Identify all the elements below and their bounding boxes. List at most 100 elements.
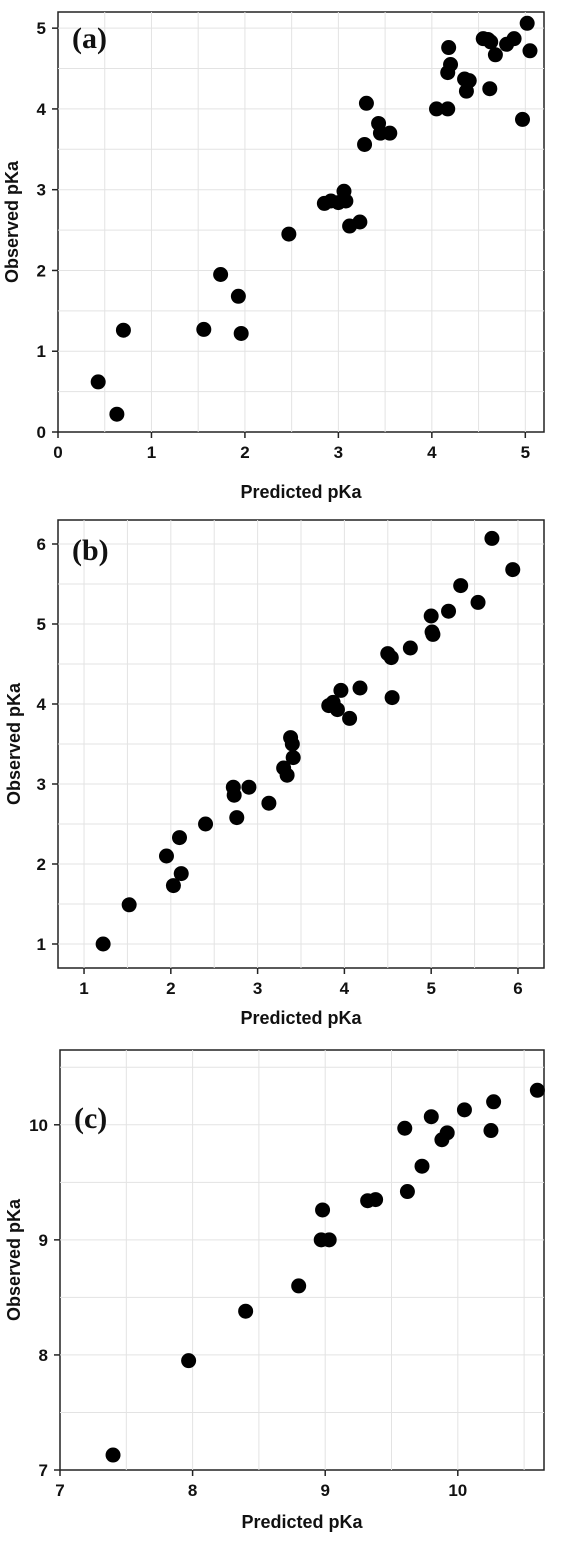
data-point xyxy=(165,878,181,894)
x-axis-label-a: Predicted pKa xyxy=(240,482,362,502)
data-point xyxy=(213,267,229,282)
data-point xyxy=(230,288,246,304)
panel-label-b: (b) xyxy=(72,534,109,567)
data-point xyxy=(383,650,399,666)
data-point xyxy=(321,1232,337,1248)
data-point xyxy=(483,1123,499,1139)
x-tick-label: 2 xyxy=(166,979,175,998)
x-axis-label-b: Predicted pKa xyxy=(240,1008,362,1028)
data-point xyxy=(158,848,174,864)
data-point xyxy=(279,767,295,783)
grid-a xyxy=(58,12,544,432)
data-point xyxy=(425,626,441,642)
data-point xyxy=(285,750,301,766)
data-point xyxy=(172,830,187,846)
x-tick-label: 4 xyxy=(340,979,350,998)
data-point xyxy=(443,57,459,72)
data-point xyxy=(181,1353,197,1369)
data-point xyxy=(441,603,457,619)
y-tick-label: 4 xyxy=(37,100,47,119)
data-point xyxy=(233,325,249,341)
y-tick-label: 7 xyxy=(39,1461,48,1480)
data-point xyxy=(423,608,439,624)
x-axis-label-c: Predicted pKa xyxy=(241,1512,363,1532)
y-tick-label: 5 xyxy=(37,19,46,38)
data-points-b xyxy=(95,530,521,952)
data-point xyxy=(109,406,125,422)
y-axis-label-b: Observed pKa xyxy=(4,682,24,805)
data-points-a xyxy=(90,15,538,422)
y-tick-label: 1 xyxy=(37,935,46,954)
data-point xyxy=(90,374,106,390)
data-point xyxy=(329,702,345,718)
x-tick-label: 6 xyxy=(513,979,522,998)
plot-frame-a xyxy=(57,11,545,433)
y-axis-label-a: Observed pKa xyxy=(2,160,22,283)
axis-ticks-c: 7 8 9 10 7 8 9 10 xyxy=(29,1116,467,1500)
data-point xyxy=(486,1094,502,1110)
data-point xyxy=(352,680,368,696)
data-point xyxy=(115,322,131,338)
data-point xyxy=(196,321,212,337)
data-point xyxy=(284,736,300,752)
y-tick-label: 4 xyxy=(37,695,47,714)
data-point xyxy=(402,640,418,656)
data-point xyxy=(105,1447,121,1463)
data-point xyxy=(482,81,498,97)
grid-b xyxy=(58,520,544,968)
data-point xyxy=(315,1202,331,1218)
data-point xyxy=(291,1278,307,1294)
y-tick-label: 6 xyxy=(37,535,46,554)
data-point xyxy=(357,136,373,152)
data-point xyxy=(441,40,457,56)
data-point xyxy=(121,897,137,913)
data-point xyxy=(173,866,189,882)
data-point xyxy=(456,1102,472,1118)
data-point xyxy=(352,214,368,230)
data-point xyxy=(261,795,277,811)
data-point xyxy=(414,1158,430,1174)
data-point xyxy=(439,1125,455,1141)
y-tick-label: 0 xyxy=(37,423,46,442)
data-point xyxy=(384,690,400,706)
x-tick-label: 9 xyxy=(320,1481,329,1500)
y-tick-label: 2 xyxy=(37,261,46,280)
axis-ticks-b: 1 2 3 4 5 6 1 2 3 4 5 6 xyxy=(37,535,523,998)
y-tick-label: 2 xyxy=(37,855,46,874)
x-tick-label: 5 xyxy=(426,979,435,998)
data-point xyxy=(484,530,500,546)
y-tick-label: 9 xyxy=(39,1231,48,1250)
x-tick-label: 7 xyxy=(55,1481,64,1500)
y-tick-label: 3 xyxy=(37,775,46,794)
data-points-c xyxy=(105,1082,545,1463)
data-point xyxy=(241,779,257,795)
data-point xyxy=(470,594,486,610)
data-point xyxy=(333,682,349,698)
data-point xyxy=(483,34,499,50)
data-point xyxy=(505,562,521,578)
x-tick-label: 8 xyxy=(188,1481,197,1500)
x-tick-label: 3 xyxy=(334,443,343,462)
x-tick-label: 1 xyxy=(79,979,88,998)
data-point xyxy=(519,15,535,31)
data-point xyxy=(368,1192,384,1208)
data-point xyxy=(342,710,358,726)
data-point xyxy=(522,43,538,59)
data-point xyxy=(515,111,531,127)
x-tick-label: 5 xyxy=(521,443,530,462)
data-point xyxy=(453,578,469,594)
x-tick-label: 0 xyxy=(53,443,62,462)
data-point xyxy=(423,1109,439,1125)
x-tick-label: 4 xyxy=(427,443,437,462)
data-point xyxy=(382,125,398,141)
grid-c xyxy=(60,1050,544,1470)
data-point xyxy=(440,101,456,117)
y-axis-label-c: Observed pKa xyxy=(4,1198,24,1321)
data-point xyxy=(95,936,111,952)
data-point xyxy=(226,787,242,803)
chart-panel-c: 7 8 9 10 7 8 9 10 (c) Predicted pKa Observed pK… xyxy=(4,1049,545,1532)
axis-ticks-a: 0 1 2 3 4 5 0 1 2 3 4 5 xyxy=(37,19,531,462)
chart-panel-b: 1 2 3 4 5 6 1 2 3 4 5 6 (b) Predicted pKa Observed … xyxy=(4,519,545,1028)
x-tick-label: 1 xyxy=(147,443,156,462)
